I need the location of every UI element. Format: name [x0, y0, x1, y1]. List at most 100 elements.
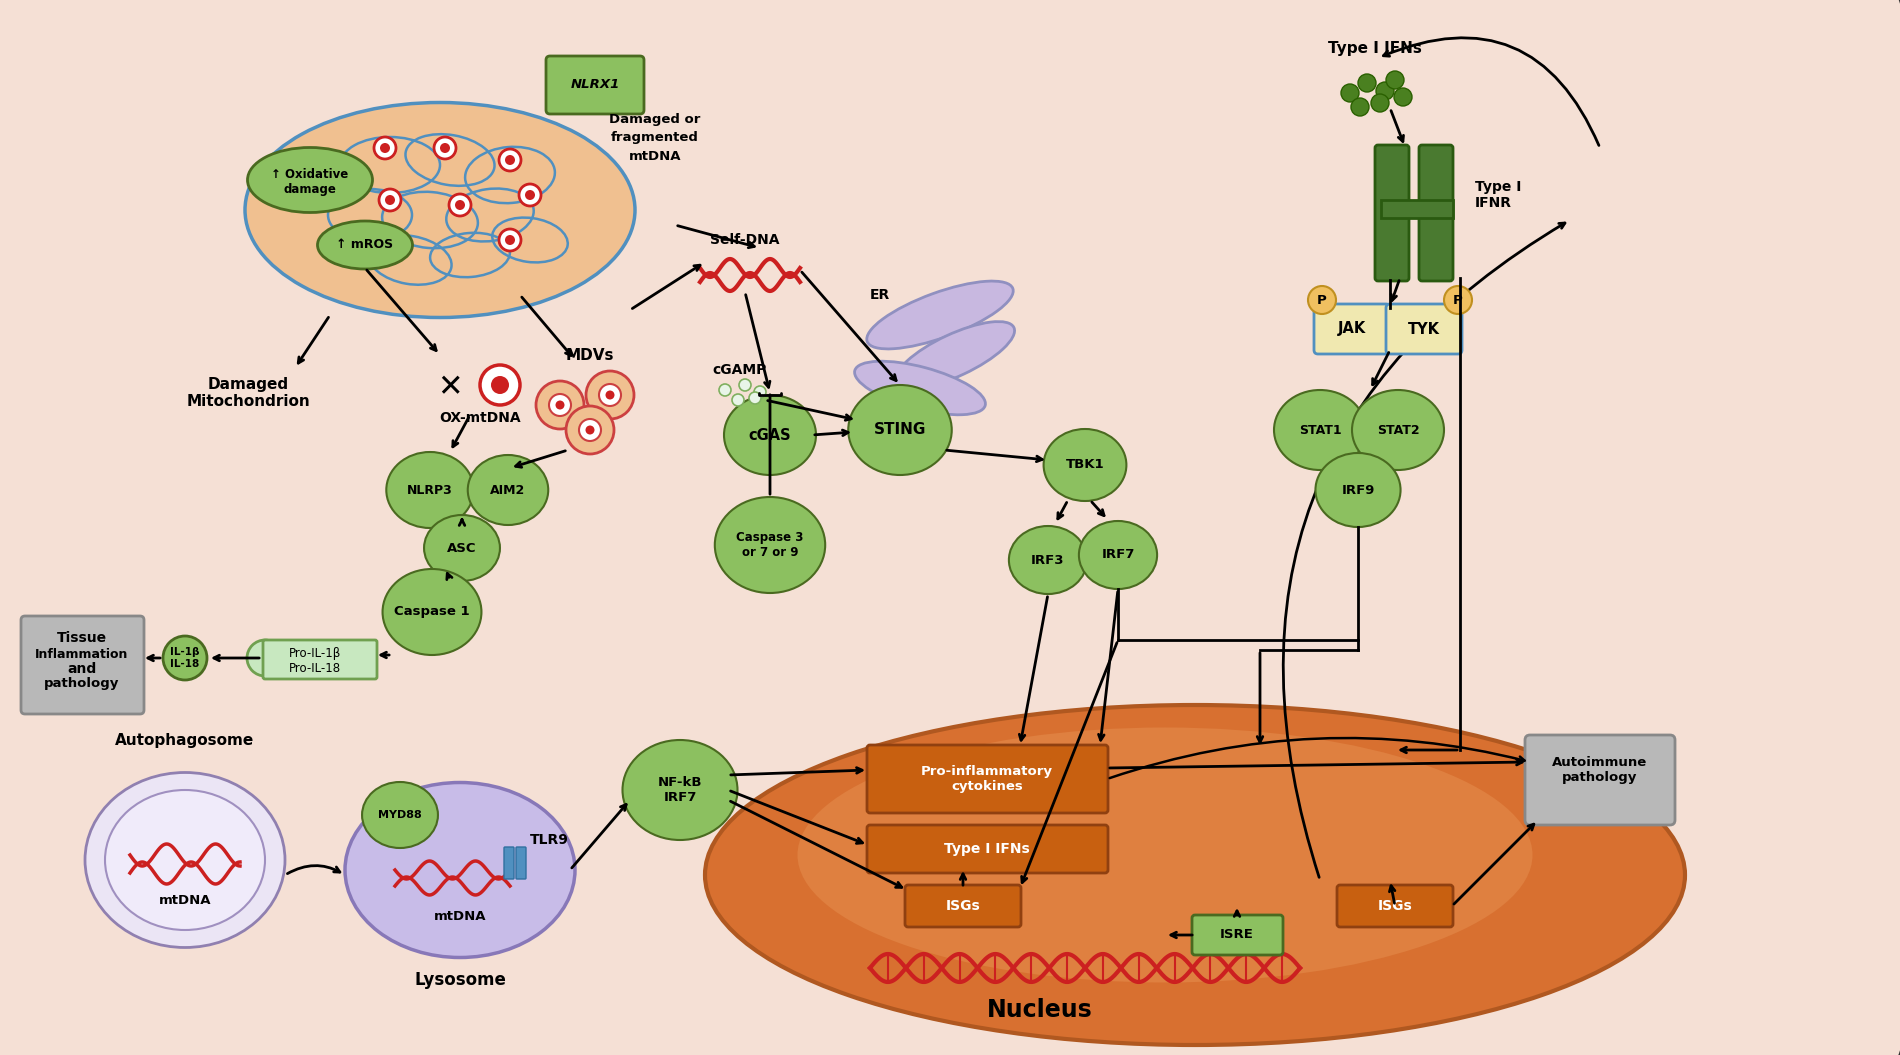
Circle shape [585, 371, 635, 419]
Text: ER: ER [870, 288, 889, 302]
FancyBboxPatch shape [866, 745, 1108, 813]
Ellipse shape [714, 497, 825, 593]
Text: MDVs: MDVs [566, 347, 614, 363]
Text: mtDNA: mtDNA [433, 909, 486, 922]
Circle shape [433, 137, 456, 159]
Text: NLRP3: NLRP3 [407, 483, 452, 497]
Text: Type I IFNs: Type I IFNs [944, 842, 1030, 856]
Circle shape [718, 384, 732, 396]
Text: MYD88: MYD88 [378, 810, 422, 820]
Text: P: P [1454, 293, 1463, 307]
Circle shape [448, 194, 471, 216]
Circle shape [555, 401, 564, 409]
Text: Self-DNA: Self-DNA [711, 233, 779, 247]
Circle shape [441, 143, 450, 153]
Ellipse shape [798, 728, 1533, 982]
Circle shape [490, 376, 509, 394]
Ellipse shape [705, 705, 1685, 1046]
Circle shape [481, 365, 521, 405]
Circle shape [500, 149, 521, 171]
Text: IRF9: IRF9 [1341, 483, 1376, 497]
Text: STING: STING [874, 422, 925, 438]
Circle shape [566, 406, 614, 454]
Circle shape [519, 184, 542, 206]
Circle shape [598, 384, 621, 406]
Circle shape [524, 190, 536, 200]
Text: Type I
IFNR: Type I IFNR [1474, 180, 1522, 210]
Ellipse shape [724, 395, 815, 475]
Text: ASC: ASC [446, 541, 477, 555]
Ellipse shape [86, 772, 285, 947]
Text: and: and [66, 661, 97, 676]
Text: OX-mtDNA: OX-mtDNA [439, 411, 521, 425]
Ellipse shape [855, 361, 986, 415]
Circle shape [1444, 286, 1472, 314]
Circle shape [749, 392, 762, 404]
Text: ↑ mROS: ↑ mROS [336, 238, 393, 251]
Text: JAK: JAK [1338, 322, 1366, 337]
Text: Pro-IL-18: Pro-IL-18 [289, 663, 342, 675]
Text: IL-1β: IL-1β [171, 647, 200, 657]
FancyBboxPatch shape [21, 616, 144, 714]
Circle shape [378, 189, 401, 211]
Circle shape [505, 155, 515, 165]
Ellipse shape [623, 740, 737, 840]
Text: pathology: pathology [1562, 771, 1638, 785]
Circle shape [606, 390, 614, 400]
Circle shape [1376, 82, 1395, 100]
Text: NF-kB
IRF7: NF-kB IRF7 [657, 776, 703, 804]
FancyBboxPatch shape [1338, 885, 1454, 927]
Text: TLR9: TLR9 [530, 833, 568, 847]
Circle shape [739, 379, 750, 391]
Circle shape [247, 640, 283, 676]
Text: Lysosome: Lysosome [414, 971, 505, 989]
Ellipse shape [1009, 526, 1087, 594]
FancyBboxPatch shape [545, 56, 644, 114]
Ellipse shape [346, 783, 576, 958]
Circle shape [1341, 84, 1358, 102]
Circle shape [1395, 88, 1412, 106]
Circle shape [549, 394, 572, 416]
Ellipse shape [386, 452, 473, 528]
Circle shape [386, 195, 395, 205]
Text: Nucleus: Nucleus [988, 998, 1092, 1022]
Text: Mitochondrion: Mitochondrion [186, 395, 310, 409]
Ellipse shape [247, 148, 372, 212]
Text: STAT1: STAT1 [1300, 423, 1341, 437]
Text: NLRX1: NLRX1 [570, 78, 619, 92]
Circle shape [500, 229, 521, 251]
Circle shape [580, 419, 600, 441]
Text: ✕: ✕ [437, 373, 464, 403]
Text: ↑ Oxidative: ↑ Oxidative [272, 168, 348, 180]
Text: TBK1: TBK1 [1066, 459, 1104, 472]
Bar [1381, 200, 1454, 218]
Text: P: P [1317, 293, 1326, 307]
Circle shape [1351, 98, 1370, 116]
Text: TYK: TYK [1408, 322, 1440, 337]
Text: AIM2: AIM2 [490, 483, 526, 497]
Circle shape [454, 200, 466, 210]
Text: Autoimmune: Autoimmune [1552, 755, 1647, 768]
Ellipse shape [1275, 390, 1366, 469]
Circle shape [374, 137, 395, 159]
Ellipse shape [363, 782, 437, 848]
Text: damage: damage [283, 183, 336, 195]
FancyBboxPatch shape [1385, 304, 1461, 354]
Text: mtDNA: mtDNA [160, 894, 211, 906]
Circle shape [380, 143, 389, 153]
Ellipse shape [104, 790, 264, 931]
Ellipse shape [1079, 521, 1157, 589]
Ellipse shape [1353, 390, 1444, 469]
Ellipse shape [895, 322, 1015, 388]
Circle shape [505, 235, 515, 245]
Text: Pro-IL-1β: Pro-IL-1β [289, 648, 342, 660]
Circle shape [585, 425, 595, 435]
Text: Tissue: Tissue [57, 631, 106, 645]
Text: ISRE: ISRE [1220, 928, 1254, 941]
Circle shape [536, 381, 583, 429]
Text: Caspase 1: Caspase 1 [393, 606, 469, 618]
Text: IRF7: IRF7 [1102, 549, 1134, 561]
Circle shape [1372, 94, 1389, 112]
Circle shape [1385, 71, 1404, 89]
FancyBboxPatch shape [262, 640, 376, 679]
